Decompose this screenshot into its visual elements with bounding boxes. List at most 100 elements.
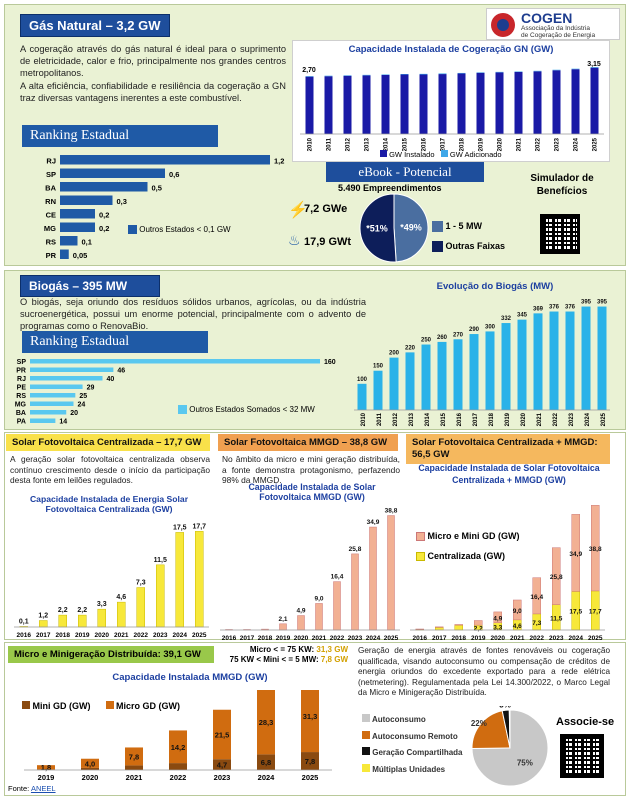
ranking-value-label: 0,2 [99,210,109,219]
ebook-pie: *49% *51% [359,193,429,263]
ranking-state-label: RS [46,237,56,246]
bar [552,69,561,71]
ranking-state-label: PE [17,384,27,391]
ebook-legend: 1 - 5 MW Outras Faixas [432,216,505,256]
ranking-state-label: RN [45,197,56,206]
data-label: 11,5 [154,557,167,564]
bar [315,603,323,631]
ranking-bar [60,236,78,246]
tick-label: 2013 [409,412,415,426]
ranking-state-label: PR [16,367,26,374]
ranking-value-label: 0,5 [152,183,162,192]
bar [457,73,466,134]
gas-capacity-title: Capacidade Instalada de Cogeração GN (GW… [348,44,554,55]
tick-label: 2023 [153,632,168,639]
bar [175,532,184,628]
bar [117,601,126,628]
pie-swatch-1 [362,714,370,722]
ranking-state-label: MG [44,224,56,233]
ranking-bar [60,182,148,192]
ranking-bar [30,359,320,364]
data-label: 150 [373,364,384,370]
mmgd-chart-legend: Mini GD (GW) Micro GD (GW) [22,701,180,711]
legend-added-swatch [440,150,448,157]
data-label: 250 [421,338,432,344]
associate-qr-icon[interactable] [560,734,604,778]
associate-label[interactable]: Associe-se [556,716,615,728]
ranking-value-label: 24 [78,401,86,408]
ebook-title[interactable]: eBook - Potencial [326,162,484,182]
tick-label: 2017 [240,635,255,640]
pie-slice [471,710,511,750]
bar [493,611,502,623]
bar [156,564,165,628]
legend-central-label: Centralizada (GW) [427,551,506,561]
bar [513,599,522,621]
bar [419,74,428,134]
data-label: 200 [389,351,400,357]
data-label: 290 [469,327,480,333]
tick-label: 2016 [422,137,428,151]
ranking-state-label: BA [45,183,56,192]
bar [415,628,424,630]
bar [474,620,483,626]
bar [362,75,371,134]
gas-capacity-legend: GW Instalado GW Adicionado [380,150,502,159]
ebook-legend-swatch-2 [432,241,443,253]
bar [301,690,319,753]
tick-label: 2025 [601,412,607,426]
tick-label: 2025 [302,773,319,782]
mmgd-mini-label: 75 KW < Mini < = 5 MW: [229,655,319,664]
legend-mini-swatch [22,701,30,709]
tick-label: 2023 [214,773,231,782]
data-label: 2,2 [474,626,483,633]
data-label: 0,1 [19,618,29,625]
mmgd-pie: 75% 22% 3% [471,706,549,787]
bar [169,730,187,764]
tick-label: 2018 [460,137,466,151]
tick-label: 2024 [258,773,276,782]
simulator-qr-icon[interactable] [540,214,580,254]
tick-label: 2010 [308,137,314,151]
data-label: 395 [597,300,608,306]
mmgd-pie-legend: Autoconsumo Autoconsumo Remoto Geração C… [362,712,462,778]
pie-label: 3% [499,706,511,710]
biogas-ranking-legend-label: Outros Estados Somados < 32 MW [189,405,315,414]
solar-central-chart-title: Capacidade Instalada de Energia Solar Fo… [29,494,189,514]
biogas-title: Biogás – 395 MW [20,275,160,297]
ranking-value-label: 0,05 [73,251,88,260]
data-label: 7,8 [129,752,139,761]
tick-label: 2020 [521,412,527,426]
tick-label: 2013 [365,137,371,151]
bar [533,70,542,72]
bar [81,758,99,768]
ranking-value-label: 1,2 [274,156,284,165]
tick-label: 2017 [36,632,51,639]
data-label: 9,0 [314,595,323,602]
bar [495,72,504,134]
tick-label: 2019 [75,632,90,639]
data-label: 4,9 [493,615,502,622]
ranking-bar [30,384,83,389]
biogas-ranking-legend: Outros Estados Somados < 32 MW [178,405,315,415]
bar [213,759,231,770]
tick-label: 2017 [441,137,447,151]
ebook-gwt: 17,9 GWt [304,236,352,248]
bar [476,72,485,134]
bar [301,752,319,770]
bar [373,370,383,410]
legend-micro-label: Micro GD (GW) [116,701,181,711]
simulator-label[interactable]: Simulador de Benefícios [530,173,594,197]
tick-label: 2021 [510,635,525,640]
tick-label: 2025 [384,635,399,640]
ranking-value-label: 46 [117,367,125,374]
ranking-value-label: 0,1 [82,237,92,246]
tick-label: 2011 [377,412,383,426]
footer-source-link[interactable]: ANEEL [30,784,56,793]
pie-legend-label-1: Autoconsumo [371,715,426,724]
pie-slice [359,193,397,263]
ranking-state-label: RJ [46,156,56,165]
data-label: 25,8 [550,574,563,581]
bar [324,75,333,77]
bar [81,767,99,770]
